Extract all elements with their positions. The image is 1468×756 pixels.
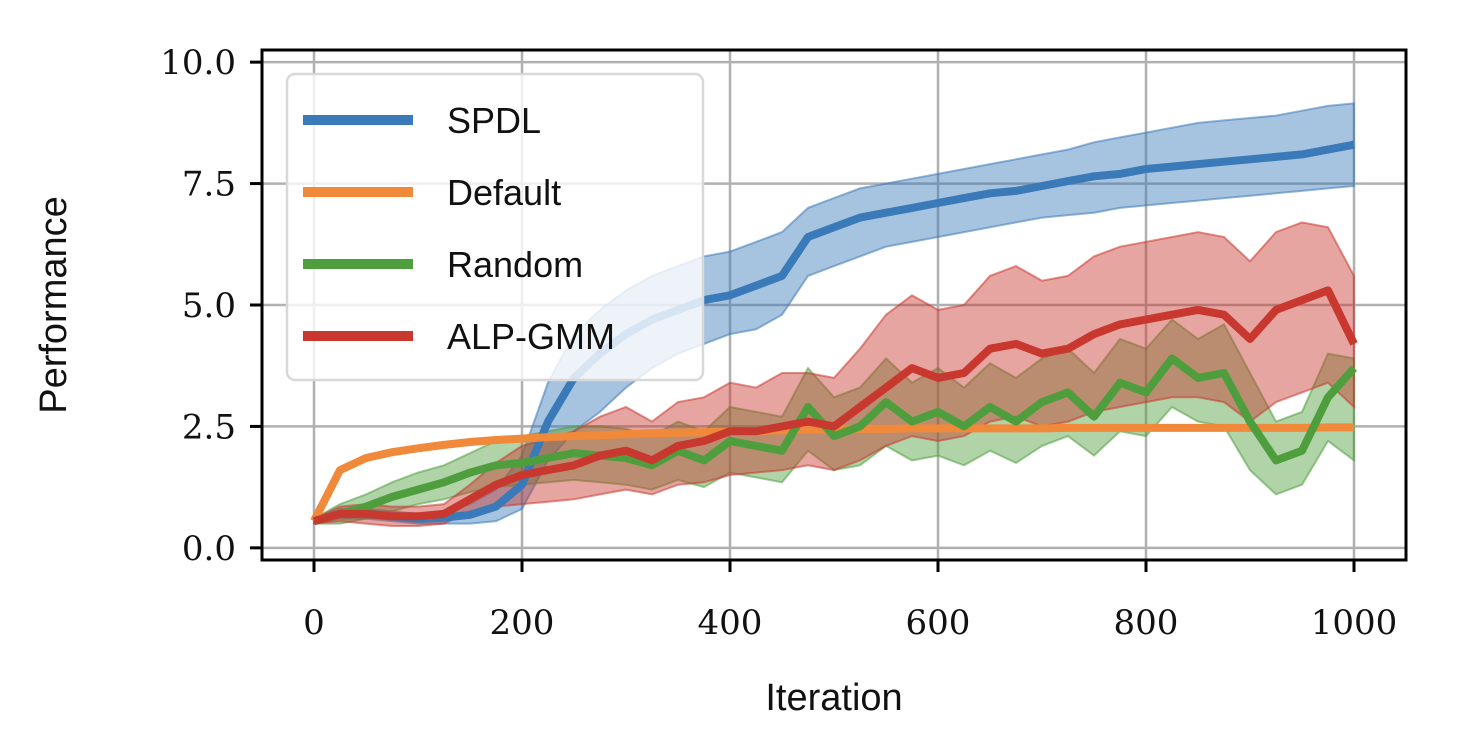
line-random (312, 354, 1357, 525)
y-tick-label-2: 5.0 (182, 286, 236, 326)
legend-label-spdl: SPDL (447, 100, 541, 141)
legend: SPDL Default Random ALP-GMM (285, 72, 705, 382)
x-tick-label-0: 0 (303, 603, 325, 643)
legend-label-random: Random (447, 244, 583, 285)
y-tick-label-3: 7.5 (182, 165, 236, 205)
series-lines (310, 140, 1358, 525)
y-tick-label-1: 2.5 (182, 407, 236, 447)
legend-label-default: Default (447, 172, 561, 213)
y-tick-label-0: 0.0 (182, 529, 236, 569)
y-axis-label: Performance (33, 196, 75, 414)
legend-box (285, 72, 705, 382)
x-tick-label-1: 200 (490, 603, 555, 643)
x-tick-label-4: 800 (1114, 603, 1179, 643)
axis-ticks: 0 200 400 600 800 1000 0.0 2.5 5.0 7.5 10.0 (160, 43, 1397, 643)
legend-label-alp-gmm: ALP-GMM (447, 316, 615, 357)
x-axis-label: Iteration (765, 677, 902, 719)
x-tick-label-3: 600 (906, 603, 971, 643)
line-alp-gmm (312, 286, 1358, 525)
line-spdl (312, 140, 1355, 525)
y-tick-label-4: 10.0 (160, 43, 236, 83)
x-tick-label-5: 1000 (1311, 603, 1398, 643)
x-tick-label-2: 400 (698, 603, 763, 643)
